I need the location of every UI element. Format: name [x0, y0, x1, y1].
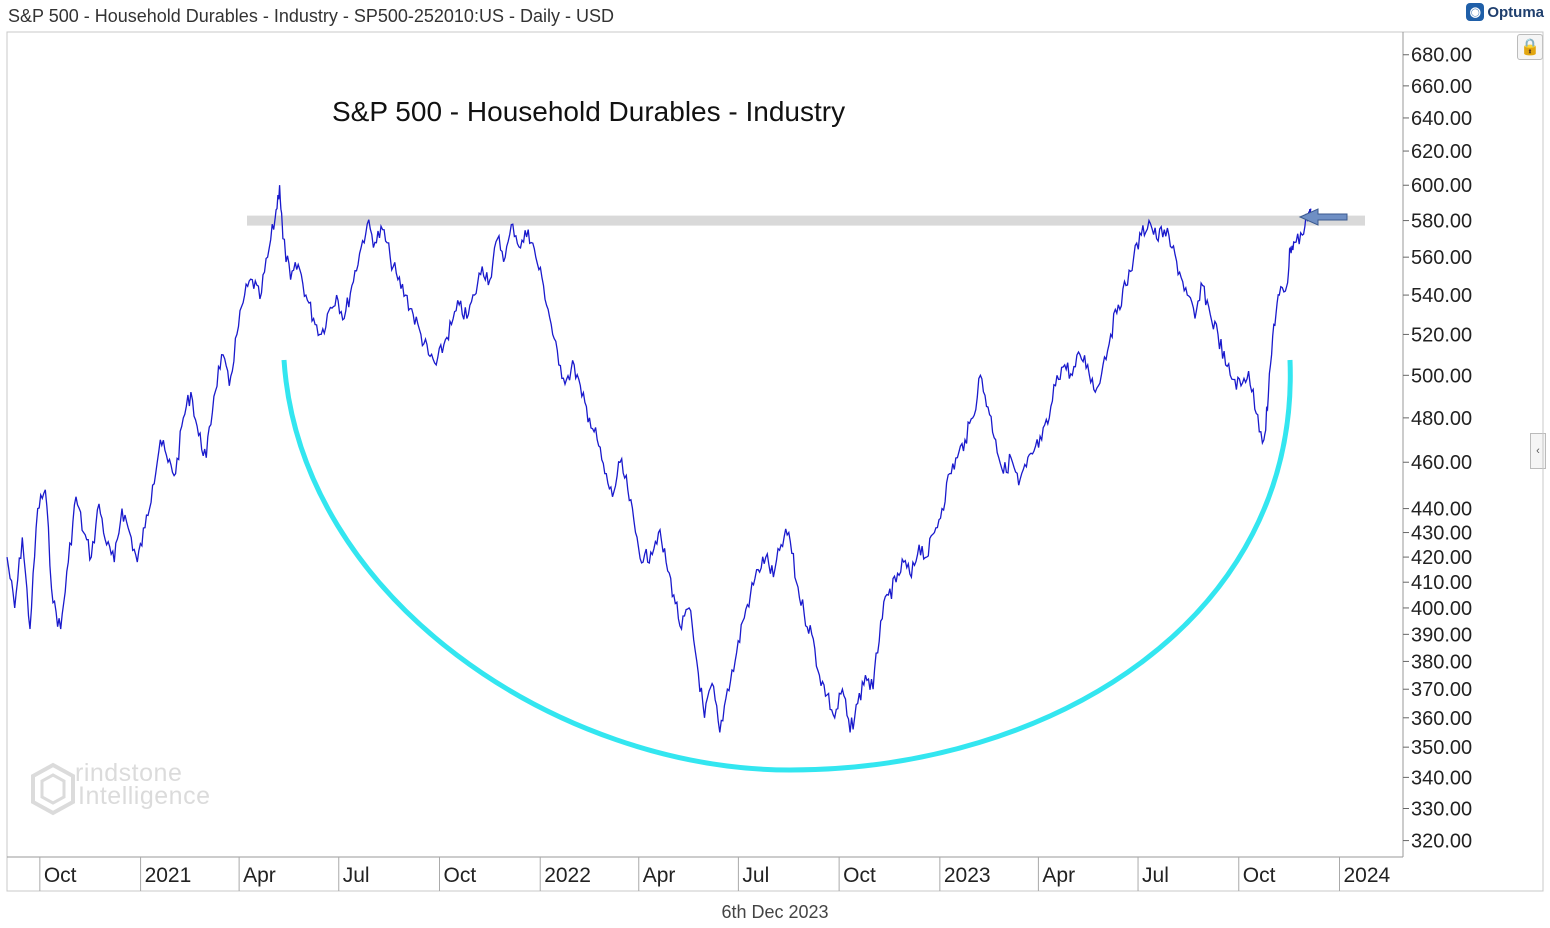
- watermark-line-1: rindstone: [75, 759, 183, 787]
- y-tick-label: 420.00: [1411, 547, 1472, 569]
- price-series-line: [6, 185, 1312, 733]
- y-tick-label: 620.00: [1411, 141, 1472, 163]
- resistance-band: [247, 215, 1365, 226]
- y-axis-ticks: 320.00 330.00 340.00 350.00 360.00 370.00 380.…: [1403, 45, 1472, 853]
- x-tick-label: Jul: [1142, 864, 1169, 887]
- chart-header: S&P 500 - Household Durables - Industry …: [8, 6, 614, 26]
- x-tick-label: Jul: [742, 864, 769, 887]
- y-tick-label: 540.00: [1411, 285, 1472, 307]
- x-tick-label: Oct: [44, 864, 77, 887]
- watermark-line-2: Intelligence: [78, 782, 211, 810]
- y-tick-label: 680.00: [1411, 45, 1472, 67]
- y-tick-label: 460.00: [1411, 452, 1472, 474]
- grindstone-logo-icon: [31, 762, 75, 816]
- chart-date-footer: 6th Dec 2023: [721, 902, 829, 922]
- optuma-logo-mark-icon: ◉: [1466, 3, 1485, 21]
- y-tick-label: 640.00: [1411, 108, 1472, 130]
- y-tick-label: 390.00: [1411, 624, 1472, 646]
- x-tick-label: 2021: [145, 864, 192, 887]
- x-tick-label: 2023: [944, 864, 991, 887]
- x-tick-label: Apr: [243, 864, 276, 887]
- y-tick-label: 320.00: [1411, 831, 1472, 853]
- y-tick-label: 370.00: [1411, 679, 1472, 701]
- y-tick-label: 660.00: [1411, 76, 1472, 98]
- x-tick-label: Oct: [1243, 864, 1276, 887]
- optuma-logo: ◉ Optuma: [1466, 3, 1544, 21]
- grindstone-watermark: rindstone Intelligence: [30, 759, 211, 816]
- y-tick-label: 380.00: [1411, 651, 1472, 673]
- y-tick-label: 360.00: [1411, 708, 1472, 730]
- y-tick-label: 400.00: [1411, 598, 1472, 620]
- y-tick-label: 440.00: [1411, 499, 1472, 521]
- y-tick-label: 410.00: [1411, 572, 1472, 594]
- x-axis-ticks: Oct 2021 Apr Jul Oct 2022 Apr Jul Oct 2023 Apr Jul O…: [39, 857, 1391, 891]
- x-tick-label: 2022: [544, 864, 591, 887]
- y-tick-label: 560.00: [1411, 247, 1472, 269]
- x-tick-label: 2024: [1343, 864, 1390, 887]
- y-tick-label: 600.00: [1411, 175, 1472, 197]
- y-tick-label: 480.00: [1411, 408, 1472, 430]
- left-arrow-icon: [1298, 208, 1348, 226]
- optuma-logo-text: Optuma: [1487, 3, 1544, 21]
- rounding-bottom-arc: [281, 359, 1293, 773]
- x-tick-label: Oct: [443, 864, 476, 887]
- plot-frame: [6, 31, 1544, 892]
- chart-title: S&P 500 - Household Durables - Industry: [332, 96, 845, 127]
- y-tick-label: 330.00: [1411, 799, 1472, 821]
- y-tick-label: 520.00: [1411, 324, 1472, 346]
- y-tick-label: 340.00: [1411, 767, 1472, 789]
- x-tick-label: Apr: [643, 864, 676, 887]
- chevron-left-icon[interactable]: ‹: [1530, 433, 1546, 469]
- y-tick-label: 580.00: [1411, 211, 1472, 233]
- lock-icon[interactable]: 🔒: [1517, 34, 1543, 60]
- x-tick-label: Apr: [1042, 864, 1075, 887]
- x-tick-label: Jul: [343, 864, 370, 887]
- y-tick-label: 350.00: [1411, 737, 1472, 759]
- y-tick-label: 430.00: [1411, 523, 1472, 545]
- y-tick-label: 500.00: [1411, 365, 1472, 387]
- x-tick-label: Oct: [843, 864, 876, 887]
